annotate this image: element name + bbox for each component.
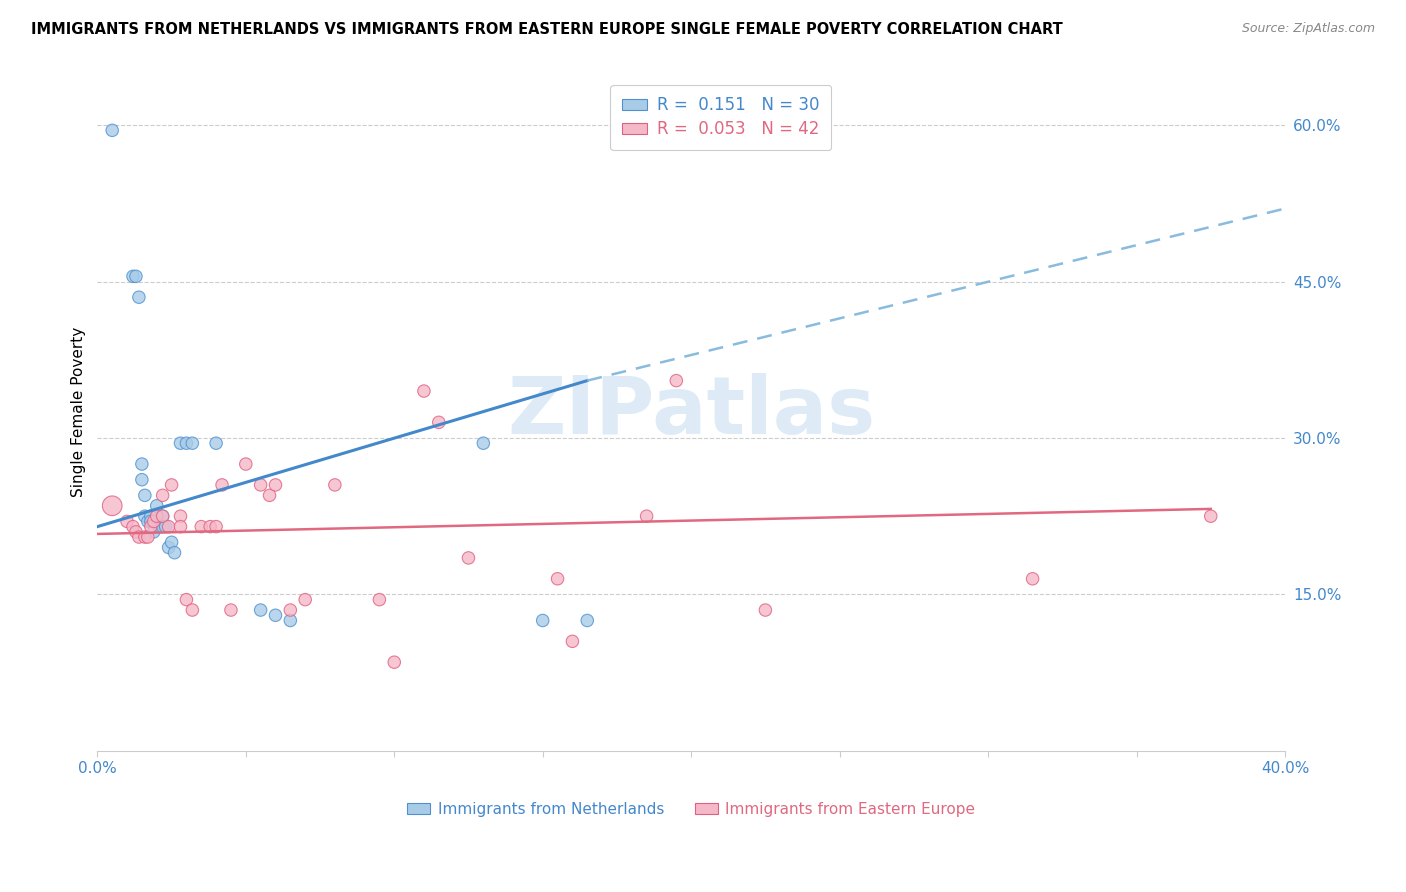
Point xyxy=(323,478,346,492)
Point xyxy=(152,509,174,524)
Point xyxy=(142,524,165,539)
Point xyxy=(181,603,204,617)
Text: ZIPatlas: ZIPatlas xyxy=(508,373,876,451)
Point xyxy=(139,515,162,529)
Point xyxy=(155,519,177,533)
Point xyxy=(205,436,228,450)
Point xyxy=(157,541,180,555)
Point xyxy=(235,457,257,471)
Point xyxy=(101,499,124,513)
Point xyxy=(160,478,183,492)
Point xyxy=(139,519,162,533)
Point xyxy=(152,488,174,502)
Point xyxy=(128,530,150,544)
Point xyxy=(142,515,165,529)
Point xyxy=(145,499,167,513)
Point xyxy=(157,519,180,533)
Point xyxy=(139,509,162,524)
Point xyxy=(665,374,688,388)
Point xyxy=(413,384,436,398)
Point xyxy=(131,457,153,471)
Point xyxy=(136,515,159,529)
Point xyxy=(169,519,191,533)
Point xyxy=(472,436,495,450)
Text: Source: ZipAtlas.com: Source: ZipAtlas.com xyxy=(1241,22,1375,36)
Legend: Immigrants from Netherlands, Immigrants from Eastern Europe: Immigrants from Netherlands, Immigrants … xyxy=(401,796,981,823)
Point xyxy=(125,269,148,284)
Point xyxy=(134,509,156,524)
Point xyxy=(169,509,191,524)
Point xyxy=(264,608,287,623)
Point xyxy=(169,436,191,450)
Point xyxy=(101,123,124,137)
Point xyxy=(163,546,186,560)
Point xyxy=(1021,572,1043,586)
Y-axis label: Single Female Poverty: Single Female Poverty xyxy=(72,326,86,497)
Point xyxy=(115,515,138,529)
Point xyxy=(198,519,221,533)
Point xyxy=(547,572,569,586)
Point xyxy=(176,592,198,607)
Point xyxy=(457,550,479,565)
Point xyxy=(278,603,301,617)
Point xyxy=(134,530,156,544)
Point xyxy=(531,614,554,628)
Point xyxy=(278,614,301,628)
Point xyxy=(754,603,776,617)
Point xyxy=(561,634,583,648)
Point xyxy=(145,509,167,524)
Point xyxy=(122,269,145,284)
Point xyxy=(382,655,405,669)
Point xyxy=(125,524,148,539)
Point xyxy=(205,519,228,533)
Point xyxy=(122,519,145,533)
Point xyxy=(190,519,212,533)
Point xyxy=(264,478,287,492)
Point xyxy=(636,509,658,524)
Point xyxy=(259,488,281,502)
Point xyxy=(152,519,174,533)
Point xyxy=(136,530,159,544)
Point xyxy=(176,436,198,450)
Point xyxy=(294,592,316,607)
Point xyxy=(427,415,450,429)
Point xyxy=(131,473,153,487)
Point xyxy=(249,603,271,617)
Point xyxy=(128,290,150,304)
Point xyxy=(211,478,233,492)
Point xyxy=(160,535,183,549)
Point xyxy=(149,519,172,533)
Point xyxy=(249,478,271,492)
Point xyxy=(368,592,391,607)
Point xyxy=(152,509,174,524)
Text: IMMIGRANTS FROM NETHERLANDS VS IMMIGRANTS FROM EASTERN EUROPE SINGLE FEMALE POVE: IMMIGRANTS FROM NETHERLANDS VS IMMIGRANT… xyxy=(31,22,1063,37)
Point xyxy=(576,614,599,628)
Point xyxy=(219,603,242,617)
Point xyxy=(134,488,156,502)
Point xyxy=(1199,509,1222,524)
Point xyxy=(181,436,204,450)
